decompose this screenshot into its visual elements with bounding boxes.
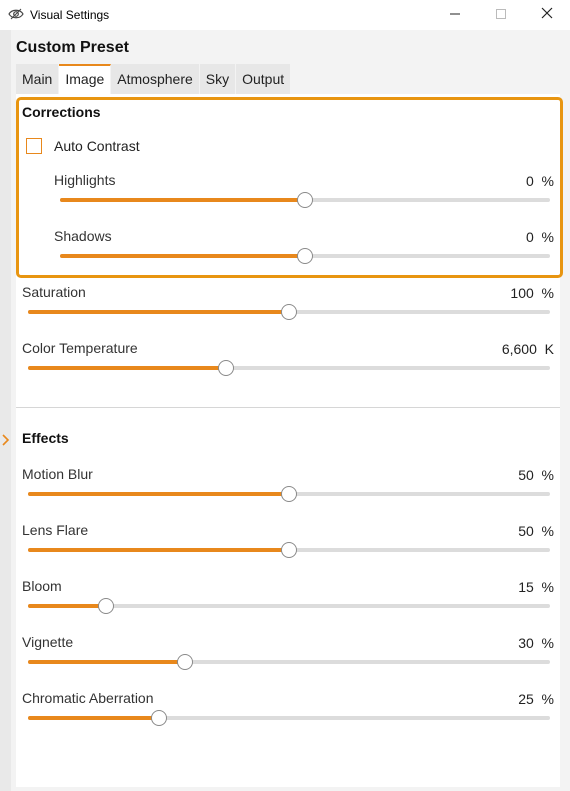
highlights-slider-fill bbox=[60, 198, 305, 202]
color-temperature-slider-thumb[interactable] bbox=[218, 360, 235, 376]
saturation-slider-thumb[interactable] bbox=[281, 304, 297, 320]
window-title: Visual Settings bbox=[30, 8, 110, 22]
close-icon bbox=[541, 6, 553, 24]
shadows-value: 0 % bbox=[525, 229, 554, 245]
saturation-slider[interactable] bbox=[28, 304, 550, 320]
vignette-slider-fill bbox=[28, 660, 185, 664]
collapsed-side-panel[interactable] bbox=[0, 30, 11, 791]
tab-main[interactable]: Main bbox=[16, 64, 60, 94]
image-tab-panel: Corrections Auto Contrast Highlights 0 %… bbox=[16, 94, 563, 787]
chromatic-aberration-value: 25 % bbox=[518, 691, 554, 707]
bloom-value: 15 % bbox=[518, 579, 554, 595]
shadows-label: Shadows bbox=[54, 228, 112, 244]
saturation-label: Saturation bbox=[22, 284, 86, 300]
chromatic-aberration-label: Chromatic Aberration bbox=[22, 690, 154, 706]
shadows-slider-fill bbox=[60, 254, 305, 258]
color-temperature-slider-fill bbox=[28, 366, 227, 370]
motion-blur-slider[interactable] bbox=[28, 486, 550, 502]
auto-contrast-label: Auto Contrast bbox=[54, 138, 140, 154]
vignette-slider-thumb[interactable] bbox=[176, 654, 193, 670]
shadows-slider-thumb[interactable] bbox=[297, 248, 313, 264]
vignette-slider[interactable] bbox=[28, 654, 550, 670]
motion-blur-slider-fill bbox=[28, 492, 289, 496]
motion-blur-value: 50 % bbox=[518, 467, 554, 483]
bloom-slider-fill bbox=[28, 604, 107, 608]
color-temperature-value: 6,600 K bbox=[501, 341, 554, 357]
vignette-value: 30 % bbox=[518, 635, 554, 651]
eye-icon bbox=[8, 7, 24, 21]
saturation-slider-row: Saturation 100 % bbox=[22, 284, 554, 340]
chromatic-aberration-slider-fill bbox=[28, 716, 159, 720]
vignette-label: Vignette bbox=[22, 634, 74, 650]
motion-blur-slider-thumb[interactable] bbox=[281, 486, 297, 502]
saturation-value: 100 % bbox=[510, 285, 554, 301]
bloom-slider[interactable] bbox=[28, 598, 550, 614]
preset-title: Custom Preset bbox=[16, 39, 129, 56]
vignette-slider-row: Vignette 30 % bbox=[22, 634, 554, 690]
section-divider bbox=[16, 407, 560, 408]
minimize-icon bbox=[450, 6, 460, 24]
tab-sky[interactable]: Sky bbox=[199, 64, 237, 94]
effects-heading: Effects bbox=[22, 430, 69, 446]
lens-flare-slider-thumb[interactable] bbox=[281, 542, 297, 558]
chromatic-aberration-slider-thumb[interactable] bbox=[150, 710, 167, 726]
tab-bar: Main Image Atmosphere Sky Output bbox=[16, 64, 292, 94]
motion-blur-label: Motion Blur bbox=[22, 466, 93, 482]
chevron-right-icon[interactable] bbox=[1, 433, 10, 446]
color-temperature-slider[interactable] bbox=[28, 360, 550, 376]
shadows-slider[interactable] bbox=[60, 248, 550, 264]
highlights-slider-thumb[interactable] bbox=[297, 192, 313, 208]
saturation-slider-fill bbox=[28, 310, 289, 314]
lens-flare-slider-fill bbox=[28, 548, 289, 552]
maximize-button[interactable] bbox=[478, 0, 524, 30]
chromatic-aberration-slider[interactable] bbox=[28, 710, 550, 726]
maximize-icon bbox=[496, 6, 506, 24]
tab-atmosphere[interactable]: Atmosphere bbox=[111, 64, 200, 94]
highlights-slider[interactable] bbox=[60, 192, 550, 208]
corrections-heading: Corrections bbox=[22, 104, 101, 120]
settings-content: Custom Preset Main Image Atmosphere Sky … bbox=[11, 30, 566, 787]
highlights-label: Highlights bbox=[54, 172, 116, 188]
bloom-slider-row: Bloom 15 % bbox=[22, 578, 554, 634]
auto-contrast-checkbox[interactable] bbox=[26, 138, 42, 154]
chromatic-aberration-slider-row: Chromatic Aberration 25 % bbox=[22, 690, 554, 746]
color-temperature-slider-row: Color Temperature 6,600 K bbox=[22, 340, 554, 396]
lens-flare-slider-row: Lens Flare 50 % bbox=[22, 522, 554, 578]
highlights-slider-row: Highlights 0 % bbox=[54, 172, 554, 228]
auto-contrast-row[interactable]: Auto Contrast bbox=[26, 138, 140, 154]
shadows-slider-row: Shadows 0 % bbox=[54, 228, 554, 284]
color-temperature-label: Color Temperature bbox=[22, 340, 138, 356]
motion-blur-slider-row: Motion Blur 50 % bbox=[22, 466, 554, 522]
bloom-label: Bloom bbox=[22, 578, 62, 594]
lens-flare-value: 50 % bbox=[518, 523, 554, 539]
tab-image[interactable]: Image bbox=[59, 64, 112, 94]
highlights-value: 0 % bbox=[525, 173, 554, 189]
minimize-button[interactable] bbox=[432, 0, 478, 30]
lens-flare-label: Lens Flare bbox=[22, 522, 89, 538]
bloom-slider-thumb[interactable] bbox=[98, 598, 115, 614]
title-bar: Visual Settings bbox=[0, 0, 570, 30]
lens-flare-slider[interactable] bbox=[28, 542, 550, 558]
close-button[interactable] bbox=[524, 0, 570, 30]
tab-output[interactable]: Output bbox=[236, 64, 292, 94]
